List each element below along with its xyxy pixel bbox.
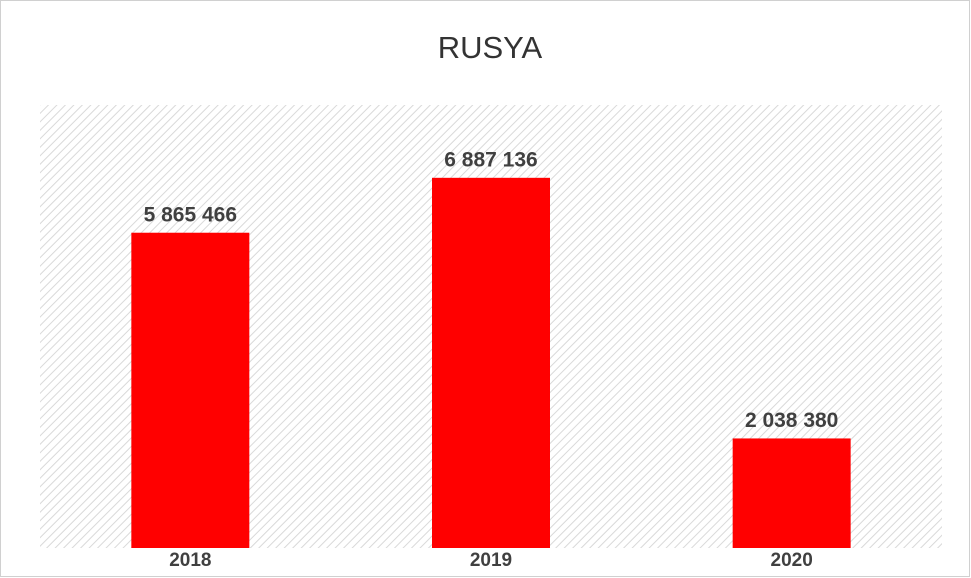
value-label: 5 865 466 bbox=[144, 203, 237, 226]
value-label: 6 887 136 bbox=[444, 148, 537, 171]
x-tick-label: 2020 bbox=[771, 550, 813, 571]
bar bbox=[432, 177, 550, 548]
value-label: 2 038 380 bbox=[745, 409, 838, 432]
bar bbox=[131, 232, 250, 548]
x-tick-label: 2018 bbox=[169, 550, 211, 571]
chart-title: RUSYA bbox=[438, 30, 543, 65]
x-tick-label: 2019 bbox=[470, 550, 512, 571]
bar bbox=[732, 438, 851, 548]
